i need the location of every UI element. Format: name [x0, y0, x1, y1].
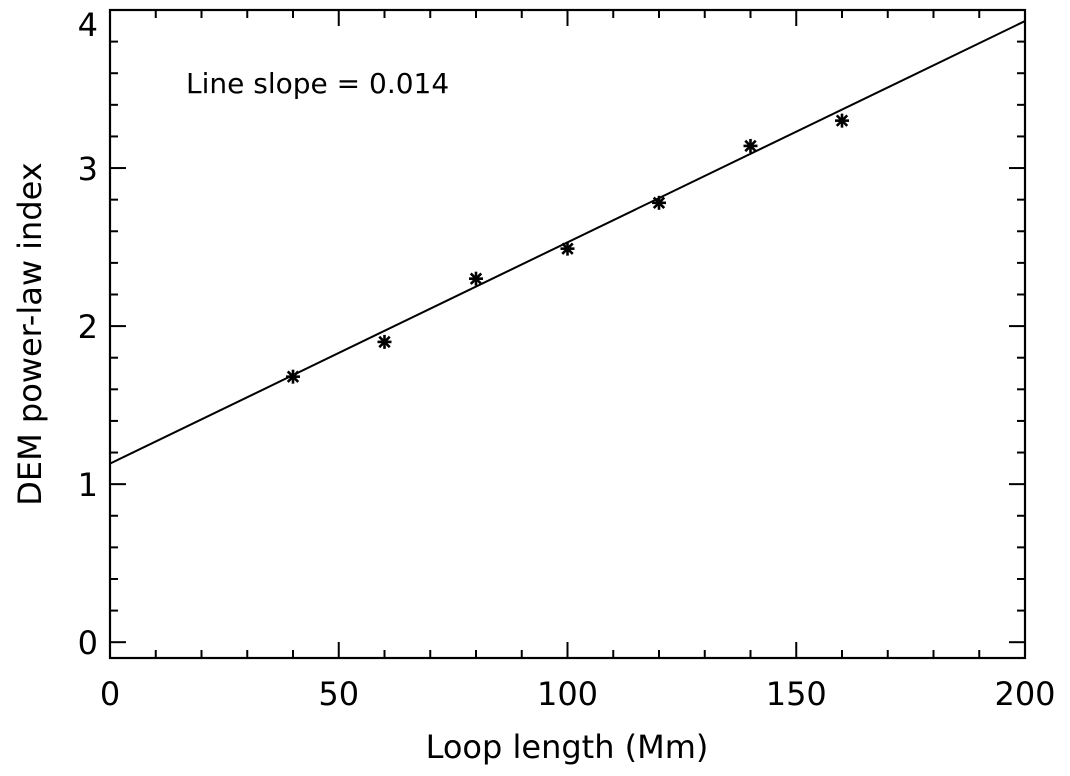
plot-frame [110, 10, 1025, 658]
x-tick-label: 200 [994, 675, 1055, 713]
x-tick-label: 100 [537, 675, 598, 713]
y-axis-title: DEM power-law index [11, 162, 49, 505]
y-tick-labels: 0 1 2 3 4 [78, 6, 98, 662]
x-tick-label: 0 [100, 675, 120, 713]
x-tick-label: 50 [318, 675, 359, 713]
data-point [561, 242, 575, 256]
y-tick-label: 1 [78, 466, 98, 504]
data-markers [286, 114, 849, 384]
data-point [286, 370, 300, 384]
slope-annotation: Line slope = 0.014 [186, 67, 449, 100]
y-tick-label: 2 [78, 308, 98, 346]
data-point [652, 196, 666, 210]
y-tick-label: 0 [78, 624, 98, 662]
data-point [378, 335, 392, 349]
x-axis-title: Loop length (Mm) [426, 728, 709, 766]
x-tick-label: 150 [766, 675, 827, 713]
data-point [744, 139, 758, 153]
y-tick-label: 3 [78, 150, 98, 188]
data-point [835, 114, 849, 128]
tick-marks [110, 10, 1025, 658]
y-tick-label: 4 [78, 6, 98, 44]
x-tick-labels: 0 50 100 150 200 [100, 675, 1056, 713]
data-point [469, 272, 483, 286]
